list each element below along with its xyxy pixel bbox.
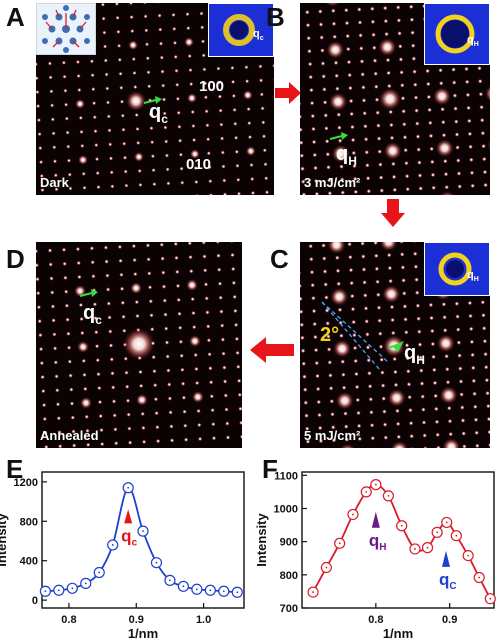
- data-point-center: [365, 491, 368, 493]
- q-annotation: qC: [439, 570, 457, 592]
- y-tick-label: 1200: [14, 477, 38, 489]
- diffraction-pattern-b: qH qH 3 mJ/cm²: [300, 3, 490, 195]
- intensity-plot-f: 700 800 900 1000 1100 0.8 0.9 1/nm Intensity qH qC: [254, 470, 496, 641]
- x-tick-label: 0.9: [129, 614, 144, 626]
- q-marker: [371, 511, 380, 528]
- panel-letter-b: B: [266, 2, 285, 32]
- data-point-center: [414, 548, 416, 550]
- y-tick-label: 800: [20, 516, 38, 528]
- data-point-center: [478, 576, 481, 579]
- data-point-center: [44, 590, 47, 593]
- plot-frame: [301, 471, 495, 609]
- arrow-c-to-d: [250, 337, 294, 363]
- x-tick-label: 0.9: [442, 614, 457, 626]
- data-point-center: [489, 597, 492, 600]
- data-point-center: [236, 591, 239, 594]
- diffraction-spots-d: [36, 242, 242, 448]
- data-point-center: [387, 494, 390, 497]
- y-tick-label: 400: [20, 556, 38, 568]
- condition-label-a: Dark: [40, 175, 69, 190]
- x-tick-label: 0.8: [61, 614, 76, 626]
- panel-letter-e: E: [6, 454, 24, 484]
- q-marker: [442, 550, 450, 567]
- arrow-a-to-b: [275, 82, 301, 104]
- x-tick-label: 1.0: [196, 614, 211, 626]
- data-point-center: [338, 542, 341, 545]
- y-tick-label: 0: [32, 595, 38, 607]
- series-line: [312, 483, 492, 600]
- data-point-center: [455, 534, 458, 537]
- y-tick-label: 700: [280, 603, 298, 615]
- condition-label-b: 3 mJ/cm²: [304, 175, 361, 190]
- miller-index-010: 010: [186, 156, 212, 173]
- data-point-center: [195, 588, 198, 591]
- condition-label-d: Annealed: [40, 428, 99, 443]
- q-label-a: qc: [149, 101, 168, 126]
- data-point-center: [127, 486, 130, 489]
- y-axis-label: Intensity: [254, 513, 269, 567]
- data-point-center: [155, 561, 158, 564]
- data-point-center: [209, 589, 212, 592]
- angle-guides: [321, 301, 404, 371]
- qc-annotation: qc: [121, 526, 137, 548]
- q-annotation: qH: [369, 531, 387, 553]
- y-tick-label: 900: [280, 537, 298, 549]
- y-tick-label: 1000: [274, 503, 298, 515]
- y-axis-label: Intensity: [0, 513, 9, 567]
- x-tick-label: 0.8: [368, 614, 383, 626]
- fft-inset-c: qH: [424, 242, 490, 296]
- data-point-center: [426, 546, 429, 549]
- fft-inset-a: qc: [208, 3, 274, 57]
- data-point-center: [84, 582, 87, 585]
- diffraction-pattern-d: qc Annealed: [36, 242, 242, 448]
- plot-frame: [41, 471, 245, 609]
- data-point-center: [325, 566, 328, 569]
- panel-letter-c: C: [270, 244, 289, 274]
- data-point-center: [111, 544, 114, 546]
- arrow-b-to-c: [381, 199, 405, 227]
- x-axis-label: 1/nm: [383, 626, 413, 641]
- miller-index-100: 100: [199, 78, 225, 95]
- panel-letter-f: F: [262, 454, 278, 484]
- qc-marker: [124, 509, 133, 524]
- data-point-center: [436, 531, 439, 534]
- data-point-center: [352, 513, 354, 516]
- q-label-c: qH: [404, 342, 425, 367]
- diffraction-pattern-c: qH 2° qH 5 mJ/cm²: [300, 242, 490, 448]
- fft-inset-b: qH: [424, 3, 490, 65]
- data-point-center: [57, 589, 60, 592]
- data-point-center: [169, 579, 171, 582]
- data-point-center: [222, 590, 225, 593]
- data-point-center: [182, 585, 185, 588]
- lattice-schematic-inset: [36, 3, 96, 55]
- q-label-d: qc: [83, 302, 102, 327]
- y-tick-label: 800: [280, 570, 298, 582]
- data-point-center: [467, 554, 470, 557]
- data-point-center: [400, 524, 403, 527]
- data-point-center: [98, 571, 101, 574]
- angle-label: 2°: [320, 324, 340, 346]
- intensity-plot-e: 0 400 800 1200 0.8 0.9 1.0 1/nm Intensity qc: [0, 471, 245, 641]
- y-tick-label: 1100: [274, 470, 298, 482]
- data-point-center: [142, 530, 144, 533]
- panel-letter-d: D: [6, 244, 25, 274]
- diffraction-pattern-a: qc 100 010 qc Dark: [36, 3, 274, 195]
- data-point-center: [445, 521, 448, 524]
- series-line: [45, 486, 238, 594]
- data-point-center: [71, 587, 74, 590]
- x-axis-label: 1/nm: [128, 626, 158, 641]
- panel-letter-a: A: [6, 2, 25, 32]
- condition-label-c: 5 mJ/cm²: [304, 428, 361, 443]
- data-point-center: [312, 591, 314, 593]
- q-label-b: qH: [336, 143, 357, 168]
- data-point-center: [374, 483, 377, 486]
